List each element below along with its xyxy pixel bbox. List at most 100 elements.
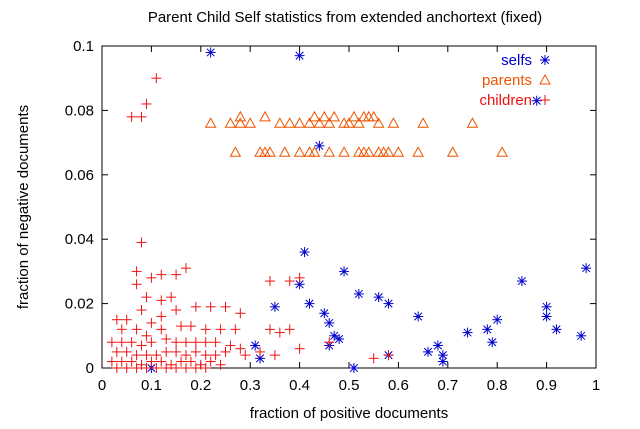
point-children [294, 343, 305, 354]
point-parents [362, 146, 375, 157]
point-selfs [299, 247, 310, 258]
point-selfs [541, 311, 552, 322]
point-children [106, 356, 117, 367]
data-points [106, 47, 592, 373]
series-children [106, 73, 394, 373]
point-selfs [324, 317, 335, 328]
point-children [383, 350, 394, 361]
point-selfs [482, 324, 493, 335]
point-children [284, 276, 295, 287]
x-tick-label: 0.5 [339, 377, 360, 394]
point-parents [244, 117, 257, 128]
point-parents [259, 146, 271, 157]
point-children [146, 356, 157, 367]
point-selfs [383, 298, 394, 309]
y-axis: 0 0.02 0.04 0.06 0.08 0.1 [65, 38, 596, 377]
point-children [176, 356, 187, 367]
point-children [131, 350, 142, 361]
point-children [156, 311, 167, 322]
point-parents [392, 146, 405, 157]
point-selfs [462, 327, 473, 338]
x-tick-label: 0 [98, 377, 106, 394]
legend-label-selfs: selfs [501, 52, 532, 69]
point-parents [308, 110, 321, 122]
series-selfs [146, 47, 592, 373]
point-selfs [353, 288, 364, 299]
point-parents [293, 117, 306, 128]
point-selfs [373, 292, 384, 303]
point-children [215, 359, 226, 370]
point-parents [367, 110, 380, 122]
point-parents [496, 146, 508, 157]
x-tick-label: 0.8 [487, 377, 508, 394]
point-children [171, 346, 182, 357]
point-parents [278, 146, 291, 157]
point-parents [387, 117, 400, 128]
point-parents [293, 146, 306, 157]
x-tick-label: 0.9 [536, 377, 557, 394]
point-parents [357, 146, 370, 157]
chart-title: Parent Child Self statistics from extend… [148, 9, 542, 26]
point-children [111, 363, 122, 373]
point-children [126, 111, 137, 122]
point-children [156, 356, 167, 367]
point-parents [412, 146, 425, 157]
point-children [131, 324, 142, 335]
x-tick-label: 0.1 [141, 377, 162, 394]
point-children [240, 350, 251, 361]
point-children [151, 363, 162, 373]
point-selfs [531, 95, 542, 106]
point-children [215, 324, 226, 335]
point-parents [323, 117, 336, 128]
point-children [141, 363, 152, 373]
point-children [190, 346, 201, 357]
point-parents [362, 110, 375, 122]
point-children [121, 346, 132, 357]
point-children [185, 356, 196, 367]
point-children [324, 337, 335, 348]
x-tick-label: 0.4 [289, 377, 310, 394]
point-children [161, 346, 172, 357]
x-tick-label: 0.6 [388, 377, 409, 394]
point-children [264, 324, 275, 335]
point-children [136, 305, 147, 316]
legend: selfs parents children [479, 52, 551, 109]
point-parents [234, 110, 247, 122]
point-children [146, 337, 157, 348]
point-children [116, 356, 127, 367]
y-tick-label: 0.06 [65, 167, 94, 184]
point-children [141, 98, 152, 109]
point-parents [308, 146, 321, 157]
point-children [171, 269, 182, 280]
point-children [151, 350, 162, 361]
point-children [190, 301, 201, 312]
point-children [111, 346, 122, 357]
legend-label-children: children [479, 92, 532, 109]
point-children [255, 346, 266, 357]
point-selfs [541, 301, 552, 312]
x-axis-label: fraction of positive documents [250, 405, 448, 422]
point-parents [338, 146, 350, 157]
point-children [171, 363, 182, 373]
point-children [146, 317, 157, 328]
point-children [131, 266, 142, 277]
point-selfs [348, 363, 359, 373]
point-selfs [437, 350, 448, 361]
point-children [190, 337, 201, 348]
point-selfs [413, 311, 424, 322]
point-selfs [437, 356, 448, 367]
point-children [161, 363, 172, 373]
y-tick-label: 0.02 [65, 296, 94, 313]
point-children [136, 340, 147, 351]
point-parents [259, 110, 271, 122]
point-parents [372, 117, 385, 128]
point-children [235, 343, 246, 354]
point-selfs [516, 276, 527, 287]
point-children [220, 346, 231, 357]
point-children [156, 295, 167, 306]
point-children [131, 363, 142, 373]
point-children [171, 337, 182, 348]
point-parents [353, 146, 365, 157]
point-parents [377, 146, 390, 157]
